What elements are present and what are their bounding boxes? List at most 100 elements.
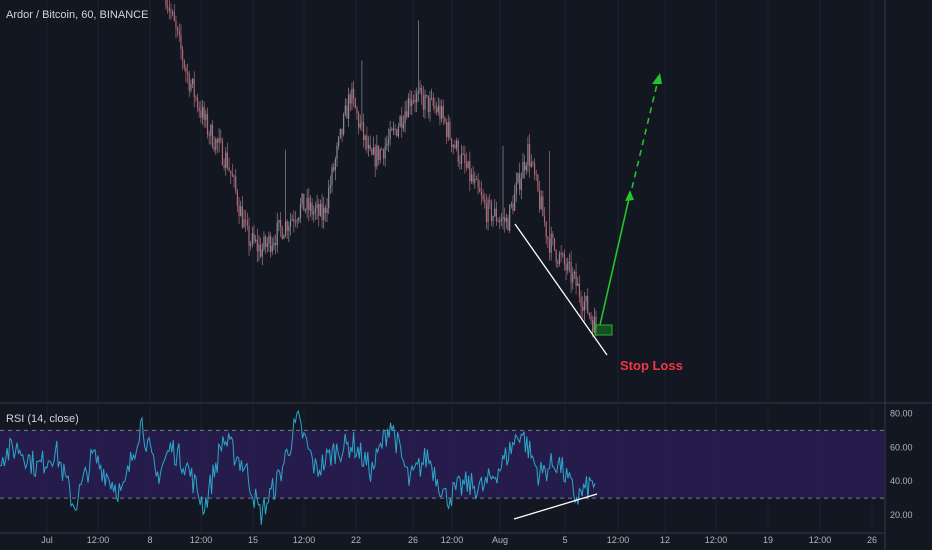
candle-body — [231, 173, 234, 177]
candle-body — [261, 249, 263, 257]
candle-body — [522, 161, 524, 179]
candle-body — [386, 143, 388, 147]
candle-body — [520, 178, 522, 190]
candle-body — [273, 243, 275, 246]
candle-body — [289, 220, 292, 227]
time-tick-label: 12:00 — [293, 535, 316, 545]
candle-body — [304, 209, 307, 211]
rsi-tick-label: 60.00 — [890, 442, 913, 452]
candle-body — [321, 203, 323, 221]
candle-body — [528, 144, 531, 167]
candle-body — [553, 238, 556, 250]
candle-body — [429, 97, 431, 113]
candle-body — [382, 149, 385, 159]
candle-body — [175, 20, 177, 28]
candle-body — [198, 107, 200, 111]
candle-body — [182, 49, 184, 61]
time-tick-label: 15 — [248, 535, 258, 545]
candle-body — [519, 173, 521, 190]
candle-body — [172, 11, 174, 13]
candle-body — [437, 105, 439, 113]
candle-body — [309, 202, 312, 211]
candle-body — [595, 316, 597, 330]
candle-body — [313, 211, 315, 215]
time-tick-label: 12:00 — [87, 535, 110, 545]
candle-body — [469, 161, 471, 182]
candle-body — [334, 159, 336, 171]
candle-body — [318, 204, 320, 216]
candle-body — [225, 152, 227, 168]
candle-body — [565, 264, 567, 271]
candle-body — [314, 208, 317, 212]
candle-body — [580, 296, 582, 307]
rsi-tick-label: 40.00 — [890, 476, 913, 486]
candle-body — [230, 170, 232, 174]
candle-body — [256, 239, 258, 252]
time-tick-label: 8 — [147, 535, 152, 545]
candle-body — [421, 88, 423, 96]
candle-body — [436, 107, 438, 113]
candle-body — [515, 182, 517, 194]
candle-body — [308, 197, 310, 211]
candle-body — [186, 71, 189, 74]
candle-body — [336, 146, 338, 160]
time-tick-label: 12:00 — [607, 535, 630, 545]
rsi-title: RSI (14, close) — [6, 413, 79, 425]
candle-body — [344, 105, 346, 115]
candle-body — [319, 203, 322, 216]
candle-body — [570, 261, 572, 283]
candle-body — [200, 110, 202, 118]
candle-body — [532, 162, 534, 164]
candle-body — [245, 219, 247, 222]
rsi-group — [0, 409, 885, 525]
candle-body — [389, 128, 391, 140]
candle-body — [165, 0, 167, 7]
candle-body — [484, 199, 486, 204]
candle-body — [293, 219, 295, 222]
candle-body — [191, 78, 194, 85]
candle-body — [537, 174, 539, 191]
candle-body — [450, 138, 453, 147]
candle-body — [193, 78, 195, 98]
candle-body — [449, 121, 451, 139]
candle-body — [524, 161, 526, 171]
candle-body — [509, 205, 511, 231]
candle-body — [278, 219, 280, 223]
candle-body — [246, 221, 248, 226]
entry-box — [594, 324, 613, 336]
candle-body — [407, 98, 409, 118]
candle-body — [588, 313, 590, 316]
candle-body — [572, 273, 574, 283]
candle-body — [329, 185, 331, 188]
candle-body — [170, 11, 172, 13]
candle-body — [499, 221, 501, 223]
candle-body — [371, 149, 373, 155]
candle-body — [279, 219, 282, 227]
candle-body — [440, 106, 443, 120]
candle-body — [349, 94, 351, 104]
candle-body — [414, 99, 416, 103]
candle-body — [533, 162, 536, 175]
candle-body — [356, 108, 358, 114]
candle-body — [404, 111, 406, 124]
candle-body — [377, 145, 380, 161]
candle-body — [236, 191, 238, 206]
candle-body — [372, 147, 375, 155]
candle-body — [301, 193, 303, 205]
candle-body — [535, 174, 537, 176]
candle-body — [525, 165, 527, 171]
candle-body — [567, 262, 569, 271]
candle-body — [552, 234, 554, 239]
time-tick-label: 22 — [351, 535, 361, 545]
time-tick-label: 12 — [660, 535, 670, 545]
candle-body — [216, 138, 219, 143]
candle-body — [417, 90, 419, 94]
candle-body — [434, 106, 436, 108]
candle-body — [432, 97, 434, 107]
candle-body — [376, 145, 378, 167]
candle-body — [213, 147, 215, 150]
candle-body — [479, 187, 481, 193]
candle-body — [331, 167, 333, 186]
candle-body — [477, 179, 479, 188]
